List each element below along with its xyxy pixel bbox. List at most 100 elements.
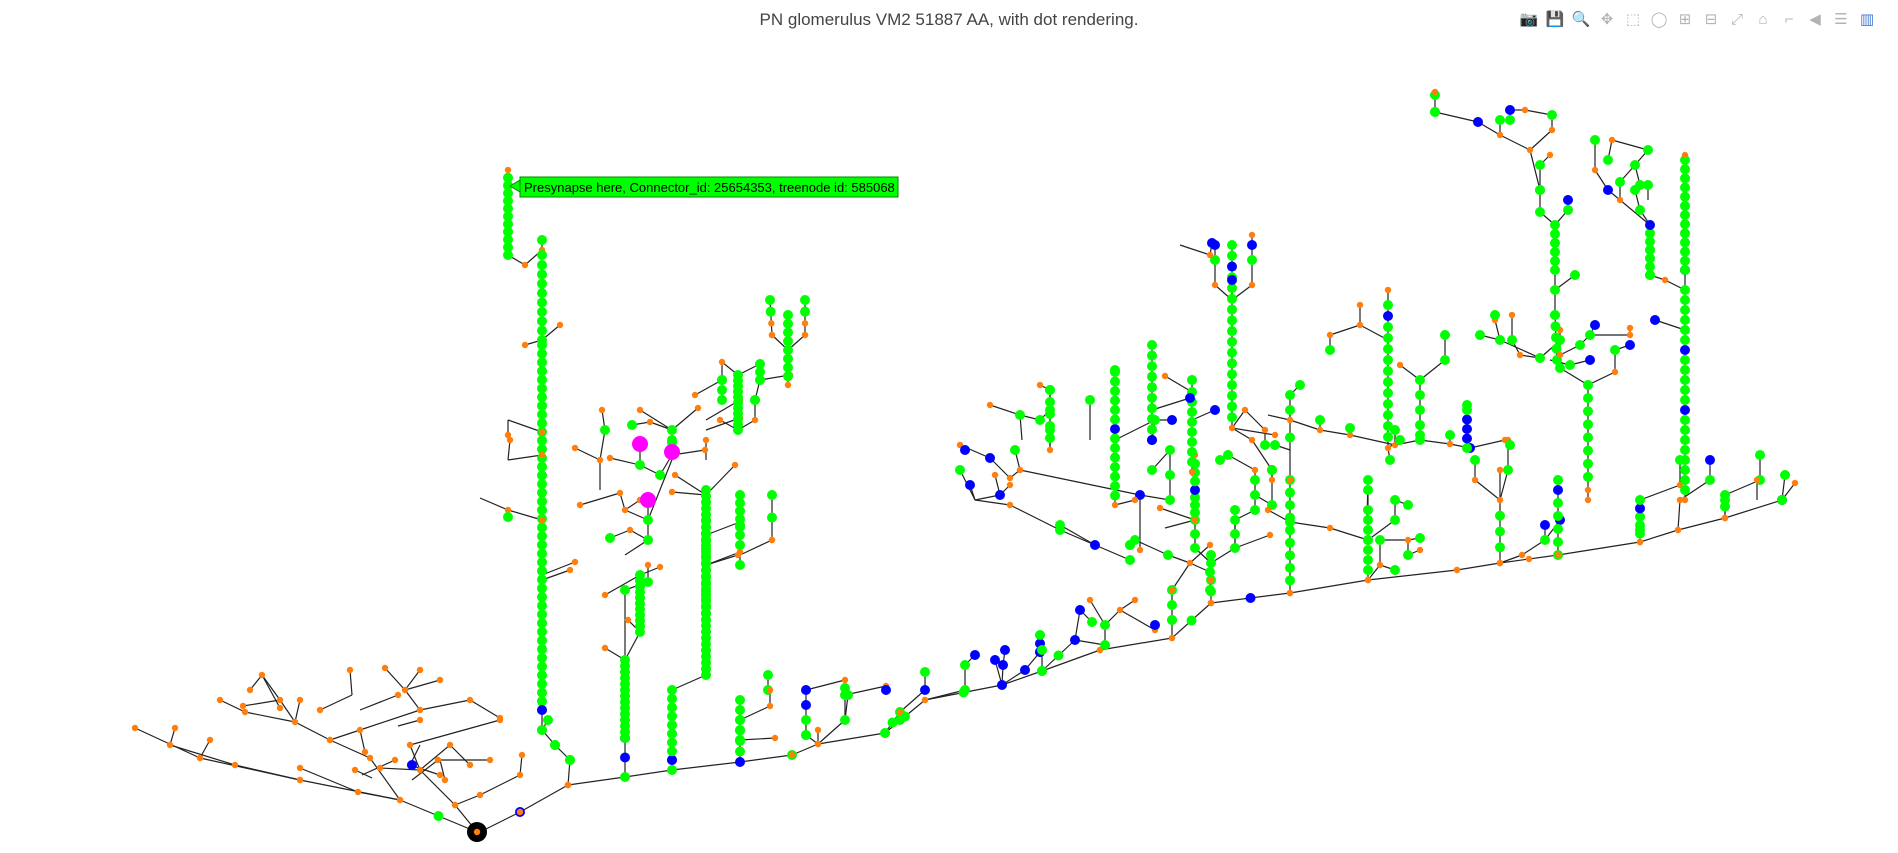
- postsynapse-node[interactable]: [1110, 424, 1120, 434]
- branch-node[interactable]: [1268, 476, 1276, 484]
- presynapse-node[interactable]: [701, 550, 711, 561]
- postsynapse-node[interactable]: [1135, 490, 1145, 500]
- presynapse-node[interactable]: [1227, 347, 1237, 358]
- presynapse-node[interactable]: [717, 395, 727, 405]
- postsynapse-node[interactable]: [985, 453, 995, 463]
- presynapse-node[interactable]: [537, 435, 547, 446]
- presynapse-node[interactable]: [1383, 388, 1393, 398]
- presynapse-node[interactable]: [1383, 399, 1393, 409]
- presynapse-node[interactable]: [701, 529, 711, 540]
- presynapse-node[interactable]: [1010, 445, 1020, 455]
- branch-node[interactable]: [1241, 406, 1249, 414]
- presynapse-node[interactable]: [1165, 445, 1175, 455]
- branch-node[interactable]: [626, 526, 634, 534]
- home-icon[interactable]: ⌂: [1758, 10, 1768, 28]
- presynapse-node[interactable]: [1230, 505, 1240, 515]
- presynapse-node[interactable]: [1430, 107, 1440, 117]
- postsynapse-node[interactable]: [1210, 405, 1220, 415]
- branch-node[interactable]: [556, 321, 564, 329]
- spike-lines-icon[interactable]: ⌐: [1784, 10, 1794, 28]
- branch-node[interactable]: [771, 734, 779, 742]
- presynapse-node[interactable]: [1720, 495, 1730, 505]
- branch-node[interactable]: [766, 702, 774, 710]
- branch-node[interactable]: [702, 436, 710, 444]
- branch-node[interactable]: [701, 446, 709, 454]
- presynapse-node[interactable]: [1635, 495, 1645, 505]
- presynapse-node[interactable]: [1575, 340, 1585, 350]
- postsynapse-node[interactable]: [1383, 311, 1393, 321]
- presynapse-node[interactable]: [735, 530, 745, 540]
- presynapse-node[interactable]: [1550, 238, 1560, 248]
- branch-node[interactable]: [1207, 576, 1215, 584]
- presynapse-node[interactable]: [717, 375, 727, 385]
- branch-node[interactable]: [1496, 559, 1504, 567]
- presynapse-node[interactable]: [1110, 405, 1120, 415]
- presynapse-node[interactable]: [1363, 525, 1373, 535]
- presynapse-node[interactable]: [1147, 371, 1157, 382]
- presynapse-node[interactable]: [1363, 565, 1373, 575]
- presynapse-node[interactable]: [735, 695, 745, 705]
- presynapse-node[interactable]: [1037, 645, 1047, 655]
- presynapse-node[interactable]: [1187, 417, 1197, 427]
- postsynapse-node[interactable]: [995, 490, 1005, 500]
- branch-node[interactable]: [276, 696, 284, 704]
- presynapse-node[interactable]: [1583, 458, 1593, 469]
- branch-node[interactable]: [1286, 589, 1294, 597]
- highlighted-node[interactable]: [632, 436, 648, 452]
- presynapse-node[interactable]: [1635, 205, 1645, 215]
- presynapse-node[interactable]: [767, 512, 777, 523]
- presynapse-node[interactable]: [801, 715, 811, 725]
- branch-node[interactable]: [601, 591, 609, 599]
- presynapse-node[interactable]: [503, 180, 513, 191]
- presynapse-node[interactable]: [1187, 427, 1197, 437]
- branch-node[interactable]: [296, 776, 304, 784]
- presynapse-node[interactable]: [1680, 173, 1690, 184]
- branch-node[interactable]: [1006, 501, 1014, 509]
- branch-node[interactable]: [351, 766, 359, 774]
- presynapse-node[interactable]: [1227, 304, 1237, 315]
- box-select-icon[interactable]: ⬚: [1625, 11, 1641, 28]
- presynapse-node[interactable]: [537, 644, 547, 655]
- presynapse-node[interactable]: [1053, 650, 1064, 661]
- presynapse-node[interactable]: [537, 583, 547, 594]
- branch-node[interactable]: [171, 724, 179, 732]
- postsynapse-node[interactable]: [801, 685, 811, 695]
- presynapse-node[interactable]: [1110, 452, 1120, 463]
- presynapse-node[interactable]: [1403, 500, 1413, 510]
- postsynapse-node[interactable]: [1147, 435, 1157, 445]
- presynapse-node[interactable]: [537, 269, 547, 280]
- branch-node[interactable]: [731, 461, 739, 469]
- presynapse-node[interactable]: [1505, 115, 1515, 125]
- presynapse-node[interactable]: [1260, 440, 1270, 450]
- presynapse-node[interactable]: [763, 670, 773, 680]
- branch-node[interactable]: [1286, 476, 1294, 484]
- presynapse-node[interactable]: [701, 557, 711, 568]
- presynapse-node[interactable]: [783, 353, 793, 364]
- branch-node[interactable]: [1211, 281, 1219, 289]
- presynapse-node[interactable]: [537, 609, 547, 620]
- presynapse-node[interactable]: [1383, 355, 1393, 365]
- postsynapse-node[interactable]: [1553, 485, 1563, 495]
- presynapse-node[interactable]: [1383, 377, 1393, 387]
- presynapse-node[interactable]: [1705, 475, 1715, 485]
- presynapse-node[interactable]: [1645, 245, 1655, 255]
- branch-node[interactable]: [1086, 596, 1094, 604]
- presynapse-node[interactable]: [1230, 515, 1240, 525]
- branch-node[interactable]: [814, 740, 822, 748]
- presynapse-node[interactable]: [1535, 185, 1545, 195]
- branch-node[interactable]: [1251, 466, 1259, 474]
- branch-node[interactable]: [801, 320, 809, 327]
- presynapse-node[interactable]: [1540, 535, 1550, 545]
- postsynapse-node[interactable]: [1070, 635, 1080, 645]
- presynapse-node[interactable]: [701, 515, 711, 525]
- presynapse-node[interactable]: [843, 690, 853, 700]
- branch-node[interactable]: [1616, 196, 1624, 204]
- branch-node[interactable]: [1271, 431, 1279, 439]
- branch-node[interactable]: [1191, 516, 1199, 524]
- presynapse-node[interactable]: [1490, 310, 1500, 320]
- presynapse-node[interactable]: [1147, 403, 1157, 414]
- presynapse-node[interactable]: [960, 660, 970, 670]
- presynapse-node[interactable]: [620, 655, 630, 665]
- presynapse-node[interactable]: [635, 570, 645, 580]
